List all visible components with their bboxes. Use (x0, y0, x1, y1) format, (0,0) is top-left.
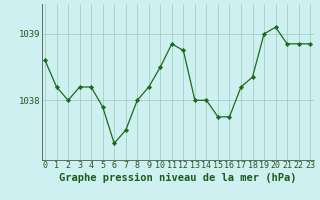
X-axis label: Graphe pression niveau de la mer (hPa): Graphe pression niveau de la mer (hPa) (59, 173, 296, 183)
